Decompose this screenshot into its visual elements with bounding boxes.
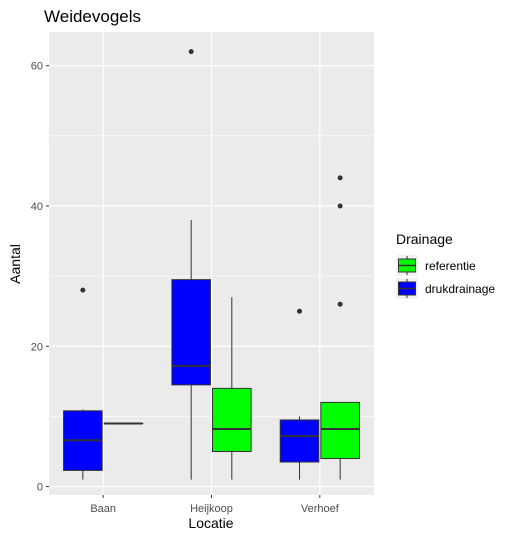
legend-item-referentie: referentie [396,255,476,276]
box-drukdrainage-verhoef [279,308,320,480]
box-referentie-verhoef [320,175,360,480]
outlier-point [337,203,343,209]
box-body [279,419,320,463]
legend: Drainage referentie drukdrainage [396,231,495,299]
legend-label: referentie [425,259,476,273]
box-referentie-heijkoop [212,297,252,480]
outlier-point [80,287,86,293]
x-tick-label: Verhoef [301,503,340,515]
y-tick-label: 0 [37,482,43,494]
y-tick-label: 20 [31,341,43,353]
x-tick-label: Baan [90,503,116,515]
legend-label: drukdrainage [425,282,495,296]
y-axis-title: Aantal [7,244,23,284]
legend-item-drukdrainage: drukdrainage [396,278,495,299]
y-axis: 0 20 40 60 [31,61,49,494]
y-tick-label: 40 [31,201,43,213]
chart-title: Weidevogels [44,7,141,26]
y-tick-label: 60 [31,61,43,73]
box-body [212,387,252,453]
x-axis-title: Locatie [188,515,233,531]
box-drukdrainage-baan [63,287,103,480]
outlier-point [337,175,343,181]
box-body [320,401,360,460]
x-tick-label: Heijkoop [190,503,233,515]
x-axis: Baan Heijkoop Verhoef [90,495,340,515]
grid-lines [49,32,374,495]
outlier-point [188,49,194,55]
outlier-point [337,301,343,307]
boxes-layer [63,49,360,480]
outlier-point [297,308,303,314]
legend-title: Drainage [396,231,453,247]
box-body [171,279,211,386]
box-drukdrainage-heijkoop [171,49,211,480]
